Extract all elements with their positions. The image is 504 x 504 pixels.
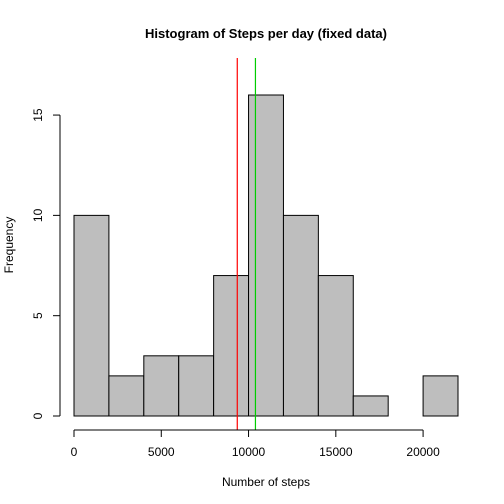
y-tick-label: 15 [31, 108, 45, 122]
chart-title: Histogram of Steps per day (fixed data) [145, 26, 387, 41]
histogram-bar [317, 275, 354, 417]
bars-group [73, 94, 459, 417]
x-axis: 0 5000 10000 15000 20000 [71, 429, 440, 459]
histogram-bar [213, 275, 250, 417]
x-tick-label: 15000 [319, 445, 353, 459]
histogram-bar [108, 375, 145, 417]
reference-lines-group [236, 58, 257, 430]
histogram-bar [422, 375, 459, 417]
y-tick-label: 0 [31, 412, 45, 419]
y-axis: 0 5 10 15 [31, 108, 61, 419]
histogram-bar [143, 355, 180, 417]
x-tick-label: 5000 [148, 445, 175, 459]
histogram-bar [73, 214, 110, 417]
x-tick-label: 0 [71, 445, 78, 459]
histogram-bar [178, 355, 215, 417]
y-axis-label: Frequency [2, 217, 16, 274]
histogram-bar [352, 395, 389, 417]
histogram-bar [248, 94, 284, 417]
y-tick-label: 10 [31, 208, 45, 222]
histogram-bar [282, 214, 319, 417]
y-tick-label: 5 [31, 312, 45, 319]
x-tick-label: 10000 [232, 445, 266, 459]
x-tick-label: 20000 [406, 445, 440, 459]
x-axis-label: Number of steps [222, 475, 310, 489]
